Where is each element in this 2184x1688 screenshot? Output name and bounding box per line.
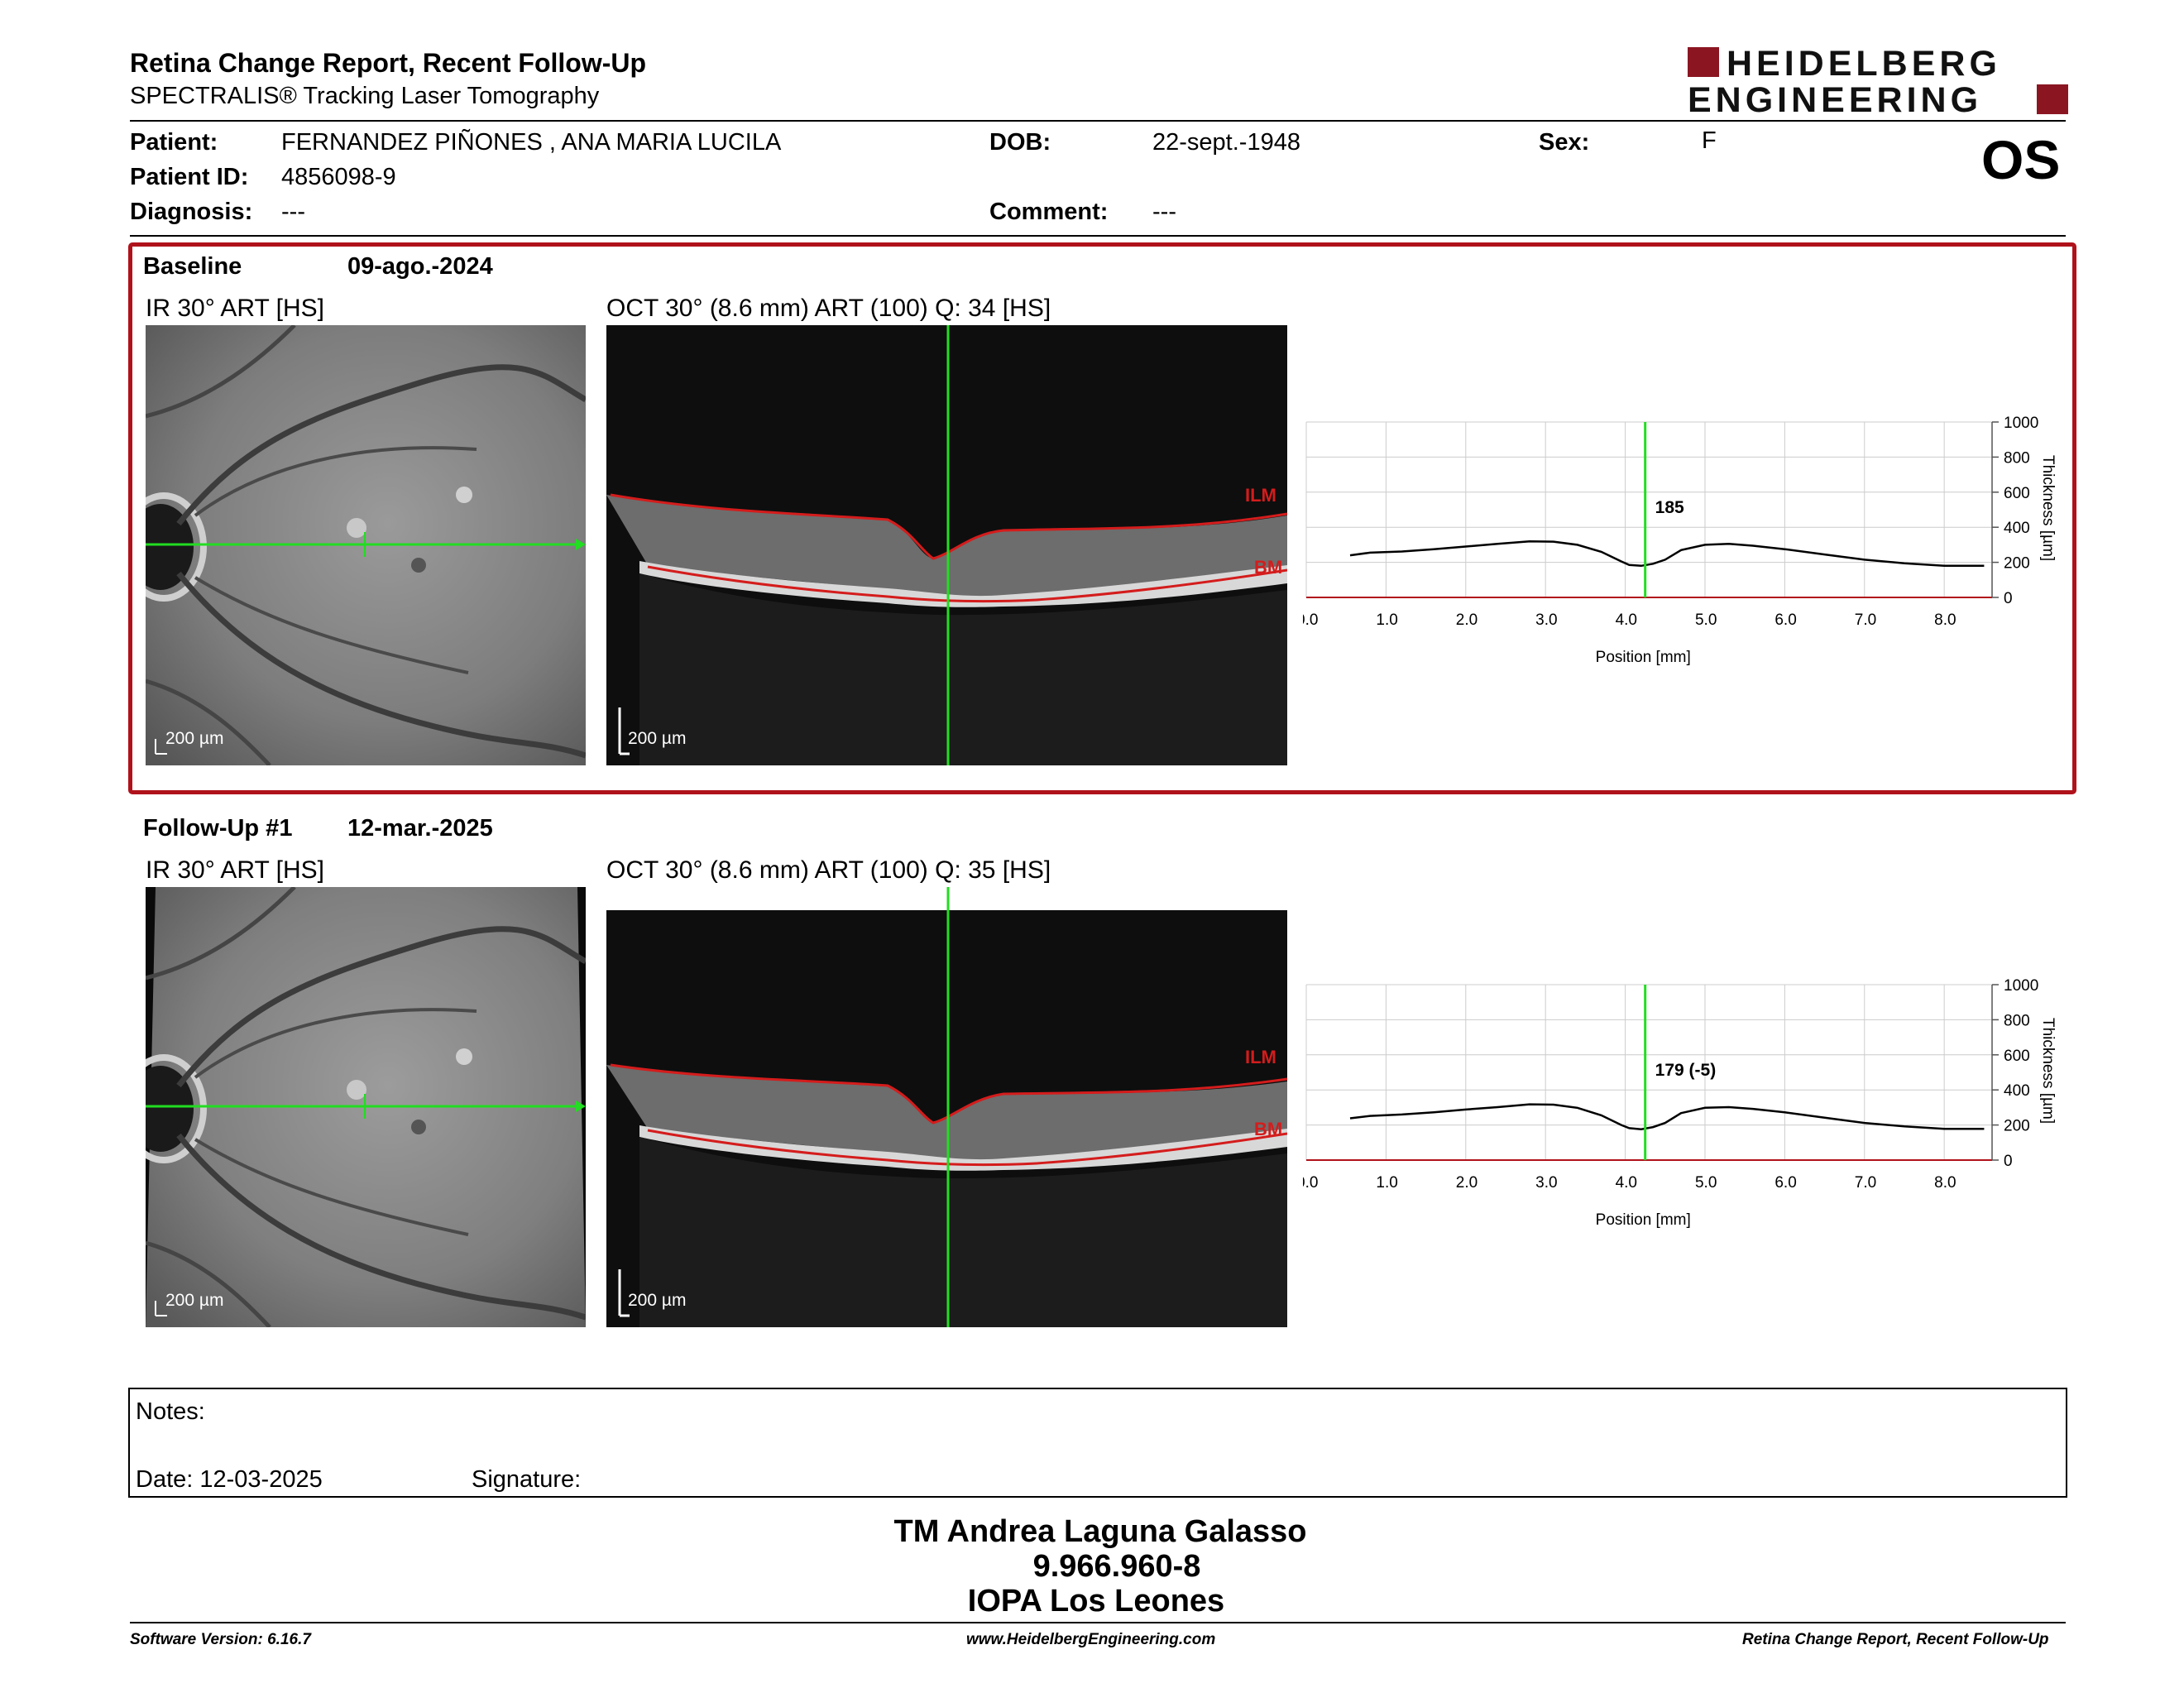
dob-label: DOB: xyxy=(989,129,1051,156)
logo-line2: ENGINEERING xyxy=(1688,80,1982,116)
x-tick-label: 2.0 xyxy=(1456,611,1478,629)
report-subtitle: SPECTRALIS® Tracking Laser Tomography xyxy=(130,83,600,109)
logo-line1: HEIDELBERG xyxy=(1727,46,2001,84)
baseline-thickness-chart: 0 200 400 600 800 1000 0.0 1.0 2.0 3.0 4.0 5.0 6.0 7.… xyxy=(1296,414,2072,679)
x-tick-label: 4.0 xyxy=(1616,1174,1637,1192)
followup-oct-title: OCT 30° (8.6 mm) ART (100) Q: 35 [HS] xyxy=(606,856,1051,884)
y-tick-label: 200 xyxy=(2004,1118,2030,1135)
patient-label: Patient: xyxy=(130,129,218,156)
x-tick-label: 1.0 xyxy=(1376,1174,1397,1192)
followup-ilm-label: ILM xyxy=(1245,1047,1276,1067)
followup-label: Follow-Up #1 xyxy=(143,815,293,842)
y-tick-label: 600 xyxy=(2004,1048,2030,1065)
followup-ir-title: IR 30° ART [HS] xyxy=(146,856,324,884)
sex-label: Sex: xyxy=(1539,129,1590,156)
notes-date: Date: 12-03-2025 xyxy=(136,1466,323,1493)
followup-bm-label: BM xyxy=(1254,1119,1282,1139)
signer-id: 9.966.960-8 xyxy=(1032,1549,1201,1584)
x-tick-label: 2.0 xyxy=(1456,1174,1478,1192)
heidelberg-logo: HEIDELBERG ENGINEERING xyxy=(1688,44,2068,120)
software-version: Software Version: 6.16.7 xyxy=(130,1631,311,1648)
diagnosis-value: --- xyxy=(281,199,305,225)
diagnosis-label: Diagnosis: xyxy=(130,199,253,225)
baseline-ilm-label: ILM xyxy=(1245,485,1276,506)
footer-report-name: Retina Change Report, Recent Follow-Up xyxy=(1742,1631,2049,1648)
signer-name: TM Andrea Laguna Galasso xyxy=(893,1514,1307,1549)
x-tick-label: 7.0 xyxy=(1855,611,1876,629)
signer-institution: IOPA Los Leones xyxy=(967,1584,1225,1618)
y-tick-label: 0 xyxy=(2004,1153,2013,1170)
notes-box[interactable] xyxy=(128,1388,2067,1498)
baseline-ir-image[interactable]: 200 µm xyxy=(146,325,586,765)
patient-id: 4856098-9 xyxy=(281,164,396,190)
y-tick-label: 600 xyxy=(2004,485,2030,502)
x-tick-label: 6.0 xyxy=(1774,611,1796,629)
y-tick-label: 200 xyxy=(2004,555,2030,573)
baseline-date: 09-ago.-2024 xyxy=(347,253,493,280)
followup-date: 12-mar.-2025 xyxy=(347,815,493,842)
x-tick-label: 3.0 xyxy=(1535,1174,1557,1192)
baseline-ir-scale: 200 µm xyxy=(165,729,224,748)
baseline-oct-image[interactable]: ILM BM 200 µm xyxy=(606,325,1287,765)
dob-value: 22-sept.-1948 xyxy=(1152,129,1300,156)
followup-ir-image[interactable]: 200 µm xyxy=(146,887,586,1327)
y-tick-label: 0 xyxy=(2004,590,2013,607)
y-tick-label: 400 xyxy=(2004,520,2030,537)
followup-ir-scale: 200 µm xyxy=(165,1291,224,1310)
thickness-series-line xyxy=(1349,1103,1985,1130)
y-tick-label: 800 xyxy=(2004,449,2030,467)
patient-name: FERNANDEZ PIÑONES , ANA MARIA LUCILA xyxy=(281,129,782,156)
baseline-label: Baseline xyxy=(143,253,242,280)
x-tick-label: 5.0 xyxy=(1695,1174,1717,1192)
y-tick-label: 800 xyxy=(2004,1012,2030,1029)
x-tick-label: 5.0 xyxy=(1695,611,1717,629)
x-tick-label: 6.0 xyxy=(1774,1174,1796,1192)
report-title: Retina Change Report, Recent Follow-Up xyxy=(130,48,647,78)
followup-oct-image[interactable]: ILM BM 200 µm xyxy=(606,887,1287,1327)
baseline-bm-label: BM xyxy=(1254,557,1282,578)
cursor-value-label: 179 (-5) xyxy=(1655,1061,1717,1080)
patient-divider xyxy=(130,235,2066,237)
y-axis-label: Thickness [µm] xyxy=(2039,455,2057,561)
comment-label: Comment: xyxy=(989,199,1109,225)
thickness-series-line xyxy=(1349,539,1985,568)
baseline-ir-title: IR 30° ART [HS] xyxy=(146,295,324,322)
website-link[interactable]: www.HeidelbergEngineering.com xyxy=(966,1631,1216,1648)
baseline-oct-scale: 200 µm xyxy=(628,729,687,748)
baseline-frame xyxy=(128,242,2076,794)
x-tick-label: 4.0 xyxy=(1616,611,1637,629)
y-tick-label: 400 xyxy=(2004,1082,2030,1100)
followup-thickness-chart: 0 200 400 600 800 1000 0.0 1.0 2.0 3.0 4.0 5.0 6.0 7.… xyxy=(1296,976,2072,1241)
header-divider xyxy=(130,120,2066,122)
x-tick-label: 8.0 xyxy=(1934,1174,1956,1192)
followup-oct-scale: 200 µm xyxy=(628,1291,687,1310)
y-tick-label: 1000 xyxy=(2004,977,2038,995)
patient-id-label: Patient ID: xyxy=(130,164,249,190)
y-tick-label: 1000 xyxy=(2004,415,2038,432)
notes-label: Notes: xyxy=(136,1398,205,1425)
footer-divider xyxy=(130,1622,2066,1623)
comment-value: --- xyxy=(1152,199,1176,225)
x-axis-label: Position [mm] xyxy=(1596,1211,1691,1229)
x-tick-label: 8.0 xyxy=(1934,611,1956,629)
x-axis-label: Position [mm] xyxy=(1596,649,1691,666)
y-axis-label: Thickness [µm] xyxy=(2039,1018,2057,1124)
x-tick-label: 0.0 xyxy=(1303,611,1318,629)
baseline-oct-title: OCT 30° (8.6 mm) ART (100) Q: 34 [HS] xyxy=(606,295,1051,322)
x-tick-label: 1.0 xyxy=(1376,611,1397,629)
x-tick-label: 0.0 xyxy=(1303,1174,1318,1192)
signature-label: Signature: xyxy=(472,1466,582,1493)
x-tick-label: 7.0 xyxy=(1855,1174,1876,1192)
sex-value: F xyxy=(1702,127,1717,154)
x-tick-label: 3.0 xyxy=(1535,611,1557,629)
eye-indicator: OS xyxy=(1981,129,2061,190)
cursor-value-label: 185 xyxy=(1655,498,1684,517)
